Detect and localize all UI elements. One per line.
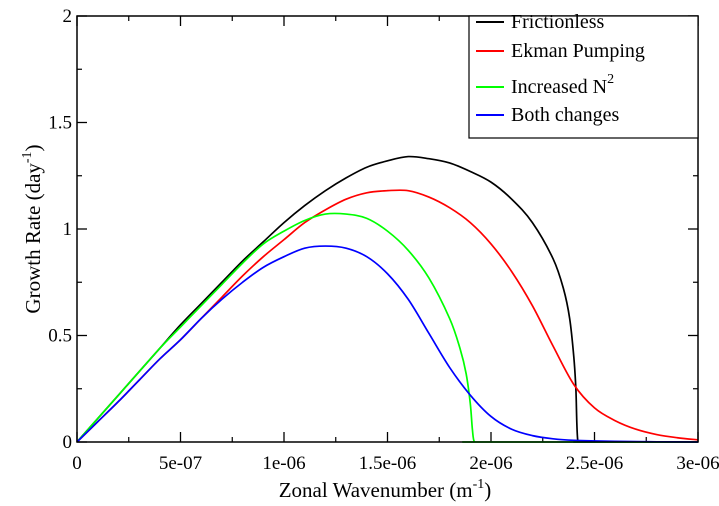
- x-tick-label: 5e-07: [159, 453, 202, 474]
- series-line-ekman-pumping: [76, 189, 699, 443]
- series-lines: [76, 155, 699, 443]
- legend-label-ekman-pumping: Ekman Pumping: [511, 40, 645, 62]
- legend-box: [468, 15, 699, 139]
- x-tick-label: 3e-06: [676, 453, 719, 474]
- x-tick-label: 2.5e-06: [566, 453, 624, 474]
- legend: Frictionless Ekman Pumping Increased N2 Bot…: [468, 11, 699, 139]
- x-tick-label: 1e-06: [262, 453, 305, 474]
- legend-label-both-changes: Both changes: [511, 104, 620, 126]
- x-tick-label: 2e-06: [469, 453, 512, 474]
- series-line-frictionless: [76, 155, 698, 443]
- legend-label-increased-n: Increased N2: [511, 72, 614, 98]
- y-tick-label: 0.5: [48, 326, 72, 347]
- tick-labels: 0 5e-07 1e-06 1.5e-06 2e-06 2.5e-06 3e-06 0 0.5 1…: [48, 6, 719, 474]
- series-line-both-changes: [76, 245, 699, 443]
- legend-label-frictionless: Frictionless: [511, 11, 605, 33]
- y-tick-label: 1: [63, 219, 73, 240]
- y-tick-label: 2: [63, 6, 73, 27]
- series-line-increased-n: [76, 212, 698, 443]
- plot-frame: [76, 15, 699, 443]
- x-tick-label: 1.5e-06: [359, 453, 417, 474]
- x-axis-title: Zonal Wavenumber (m-1): [279, 477, 492, 502]
- y-tick-label: 0: [63, 432, 73, 453]
- y-tick-label: 1.5: [48, 113, 72, 134]
- y-axis-title: Growth Rate (day-1): [20, 144, 45, 313]
- x-tick-label: 0: [72, 453, 82, 474]
